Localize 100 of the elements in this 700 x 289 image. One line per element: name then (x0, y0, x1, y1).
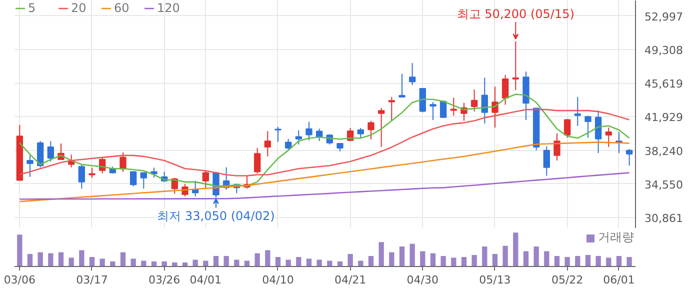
candlestick (470, 89, 478, 112)
bar (296, 257, 302, 266)
x-tick-label: 04/01 (190, 274, 222, 286)
bar (502, 246, 508, 266)
candlestick (574, 96, 581, 126)
bar (472, 254, 477, 266)
bar (513, 232, 518, 266)
candlestick (430, 102, 436, 121)
legend-label: 거래량 (598, 229, 634, 246)
candlestick (26, 154, 34, 178)
bar (58, 252, 64, 266)
bar (554, 256, 560, 266)
bar (358, 260, 364, 266)
candlestick (378, 107, 385, 148)
bar (265, 250, 270, 266)
bar (564, 257, 570, 266)
candlestick (150, 167, 158, 178)
x-tick-label: 05/22 (551, 274, 584, 286)
bar (213, 256, 219, 266)
bar (275, 257, 281, 266)
bar (461, 257, 467, 266)
bar (523, 251, 529, 266)
bar (389, 252, 394, 266)
bar (430, 253, 436, 266)
bar (440, 256, 446, 266)
candlestick (295, 130, 302, 145)
legend-label: 120 (157, 1, 180, 15)
y-tick-label: 30,861 (644, 212, 683, 226)
candlestick (254, 147, 261, 174)
bar (141, 260, 146, 266)
candlestick (512, 40, 519, 91)
x-tick-label: 04/21 (334, 274, 366, 286)
annotation: 최고 50,200 (05/15) (456, 6, 574, 21)
bar (410, 244, 415, 266)
candlestick (130, 171, 137, 187)
candlestick (120, 152, 126, 172)
candlestick (440, 100, 447, 118)
x-tick-label: 04/10 (262, 274, 294, 286)
y-tick-label: 45,619 (644, 78, 683, 91)
bar (575, 256, 580, 266)
line-series (19, 142, 630, 202)
bar (534, 246, 539, 266)
candlestick (502, 74, 509, 106)
y-tick-label: 38,240 (644, 144, 683, 158)
legend-label: 20 (71, 1, 88, 15)
bar (286, 260, 291, 266)
bar (192, 260, 198, 266)
bar (399, 246, 405, 266)
candlestick (584, 115, 592, 138)
bar (120, 252, 126, 266)
bar (327, 260, 332, 266)
bar (378, 242, 384, 266)
bar (27, 254, 33, 266)
bar (492, 254, 498, 266)
candlestick (605, 127, 612, 148)
x-tick-label: 03/26 (148, 274, 180, 286)
bar (368, 256, 374, 266)
candlestick (306, 121, 312, 141)
bar (234, 260, 240, 266)
bar (100, 258, 105, 266)
bar (162, 261, 167, 266)
bar (606, 258, 612, 266)
bar (585, 254, 591, 266)
candlestick (284, 138, 292, 152)
candlestick (192, 180, 199, 197)
bar (616, 256, 622, 266)
legend-label: 5 (28, 1, 37, 15)
x-tick-label: 03/06 (4, 274, 36, 286)
candlestick (202, 170, 209, 189)
bar (130, 258, 136, 266)
bar (68, 258, 74, 266)
bar (420, 251, 426, 266)
y-tick-label: 49,308 (644, 44, 683, 57)
candlestick (264, 130, 271, 157)
x-tick-label: 04/30 (406, 274, 438, 286)
candlestick (78, 164, 86, 190)
legend-label: 60 (114, 1, 130, 15)
x-tick-label: 03/17 (76, 274, 108, 286)
candlestick (543, 146, 550, 176)
bar (79, 250, 84, 266)
x-tick-label: 05/13 (479, 274, 511, 286)
candlestick (626, 148, 633, 166)
candlestick (368, 120, 374, 140)
bar (306, 258, 312, 266)
y-tick-label: 52,997 (644, 10, 683, 24)
bar (89, 257, 95, 266)
bar (482, 246, 488, 266)
candlestick (554, 132, 560, 162)
y-tick-label: 34,550 (644, 178, 683, 192)
bar (203, 260, 208, 266)
bar (224, 256, 229, 266)
candlestick (450, 97, 457, 116)
bar (254, 253, 260, 266)
candlestick (47, 140, 54, 162)
bar (244, 260, 250, 266)
y-tick-label: 41,929 (644, 111, 683, 124)
candlestick (419, 88, 426, 113)
candlestick (481, 77, 488, 124)
candlestick (36, 140, 44, 168)
candlestick (88, 167, 96, 178)
